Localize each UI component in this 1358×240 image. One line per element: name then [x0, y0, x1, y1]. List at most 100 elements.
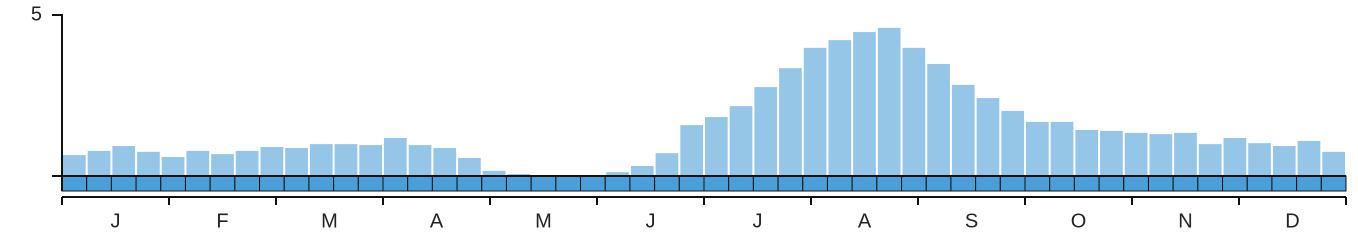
presence-cell — [802, 175, 828, 192]
presence-cell — [259, 175, 285, 192]
bar — [976, 98, 1000, 176]
presence-cell — [308, 175, 335, 192]
presence-cell — [184, 175, 211, 192]
presence-cell — [1296, 175, 1322, 192]
bar — [235, 150, 259, 176]
x-tick-label: M — [535, 210, 552, 232]
presence-cell — [851, 175, 878, 192]
presence-cell — [1246, 175, 1273, 192]
bar — [902, 47, 926, 177]
presence-cell — [135, 175, 162, 192]
bar — [1198, 144, 1222, 176]
presence-cell — [1123, 175, 1149, 192]
presence-cell — [1172, 175, 1199, 192]
bar — [334, 144, 358, 176]
bar — [1050, 121, 1074, 176]
y-tick-label: 5 — [31, 3, 42, 25]
presence-cell — [654, 175, 680, 192]
bar — [384, 138, 407, 176]
presence-cell — [357, 175, 384, 192]
bar — [433, 147, 457, 176]
bar — [87, 150, 111, 176]
bar — [1223, 138, 1247, 176]
bar — [606, 172, 629, 176]
bar — [828, 40, 852, 177]
presence-cell — [752, 175, 779, 192]
bar — [877, 27, 901, 176]
presence-cell — [950, 175, 977, 192]
presence-cell — [876, 175, 903, 192]
bar — [137, 151, 160, 176]
presence-cell — [481, 175, 507, 192]
bar — [1026, 121, 1049, 176]
presence-cell — [555, 175, 582, 192]
x-tick-label: D — [1285, 210, 1299, 232]
presence-cell — [728, 175, 754, 192]
presence-cell — [629, 175, 656, 192]
presence-cell — [1098, 175, 1125, 192]
presence-cell — [431, 175, 458, 192]
x-tick-label: J — [753, 210, 763, 232]
presence-cell — [678, 175, 705, 192]
presence-cell — [209, 175, 236, 192]
presence-cell — [407, 175, 433, 192]
presence-cell — [1147, 175, 1174, 192]
presence-cell — [505, 175, 532, 192]
bar — [1248, 143, 1271, 176]
bar — [630, 166, 654, 176]
bar — [779, 68, 802, 176]
presence-cell — [110, 175, 137, 192]
presence-cell — [1197, 175, 1224, 192]
presence-cell — [604, 175, 631, 192]
x-tick-label: A — [430, 210, 444, 232]
presence-cell — [925, 175, 952, 192]
bar — [1272, 146, 1296, 176]
presence-cell — [160, 175, 186, 192]
presence-cell — [1049, 175, 1075, 192]
bar — [161, 157, 185, 176]
x-tick-label: J — [646, 210, 656, 232]
bar — [1075, 129, 1099, 176]
bar — [285, 147, 308, 176]
bar — [1124, 132, 1148, 176]
presence-cell — [975, 175, 1001, 192]
bar — [186, 150, 210, 176]
presence-cell — [1024, 175, 1051, 192]
presence-cell — [1271, 175, 1298, 192]
presence-cell — [999, 175, 1026, 192]
bar — [1001, 110, 1024, 176]
presence-cell — [777, 175, 804, 192]
bar — [951, 84, 975, 176]
bar — [1322, 151, 1345, 176]
presence-cell — [901, 175, 927, 192]
presence-cell — [1222, 175, 1248, 192]
presence-cell — [826, 175, 853, 192]
presence-cell — [234, 175, 261, 192]
presence-cell — [1073, 175, 1100, 192]
bar — [853, 32, 876, 176]
bar — [359, 145, 382, 176]
x-tick-label: F — [216, 210, 228, 232]
presence-cell — [283, 175, 310, 192]
presence-cell — [333, 175, 359, 192]
presence-cell — [530, 175, 557, 192]
bar — [112, 146, 136, 176]
x-tick-label: J — [111, 210, 121, 232]
x-tick-label: M — [321, 210, 338, 232]
presence-cell — [86, 175, 112, 192]
presence-cell — [1320, 175, 1347, 192]
bar — [482, 170, 506, 176]
bar — [63, 155, 86, 176]
presence-cell — [456, 175, 483, 192]
presence-cell — [580, 175, 606, 192]
x-tick-label: N — [1178, 210, 1192, 232]
bar — [927, 63, 950, 176]
bar — [458, 157, 481, 176]
bar — [1174, 132, 1197, 176]
bar — [729, 106, 753, 176]
bar — [1297, 140, 1321, 176]
bar — [655, 153, 679, 176]
bar — [1100, 130, 1123, 176]
bar — [211, 154, 234, 176]
